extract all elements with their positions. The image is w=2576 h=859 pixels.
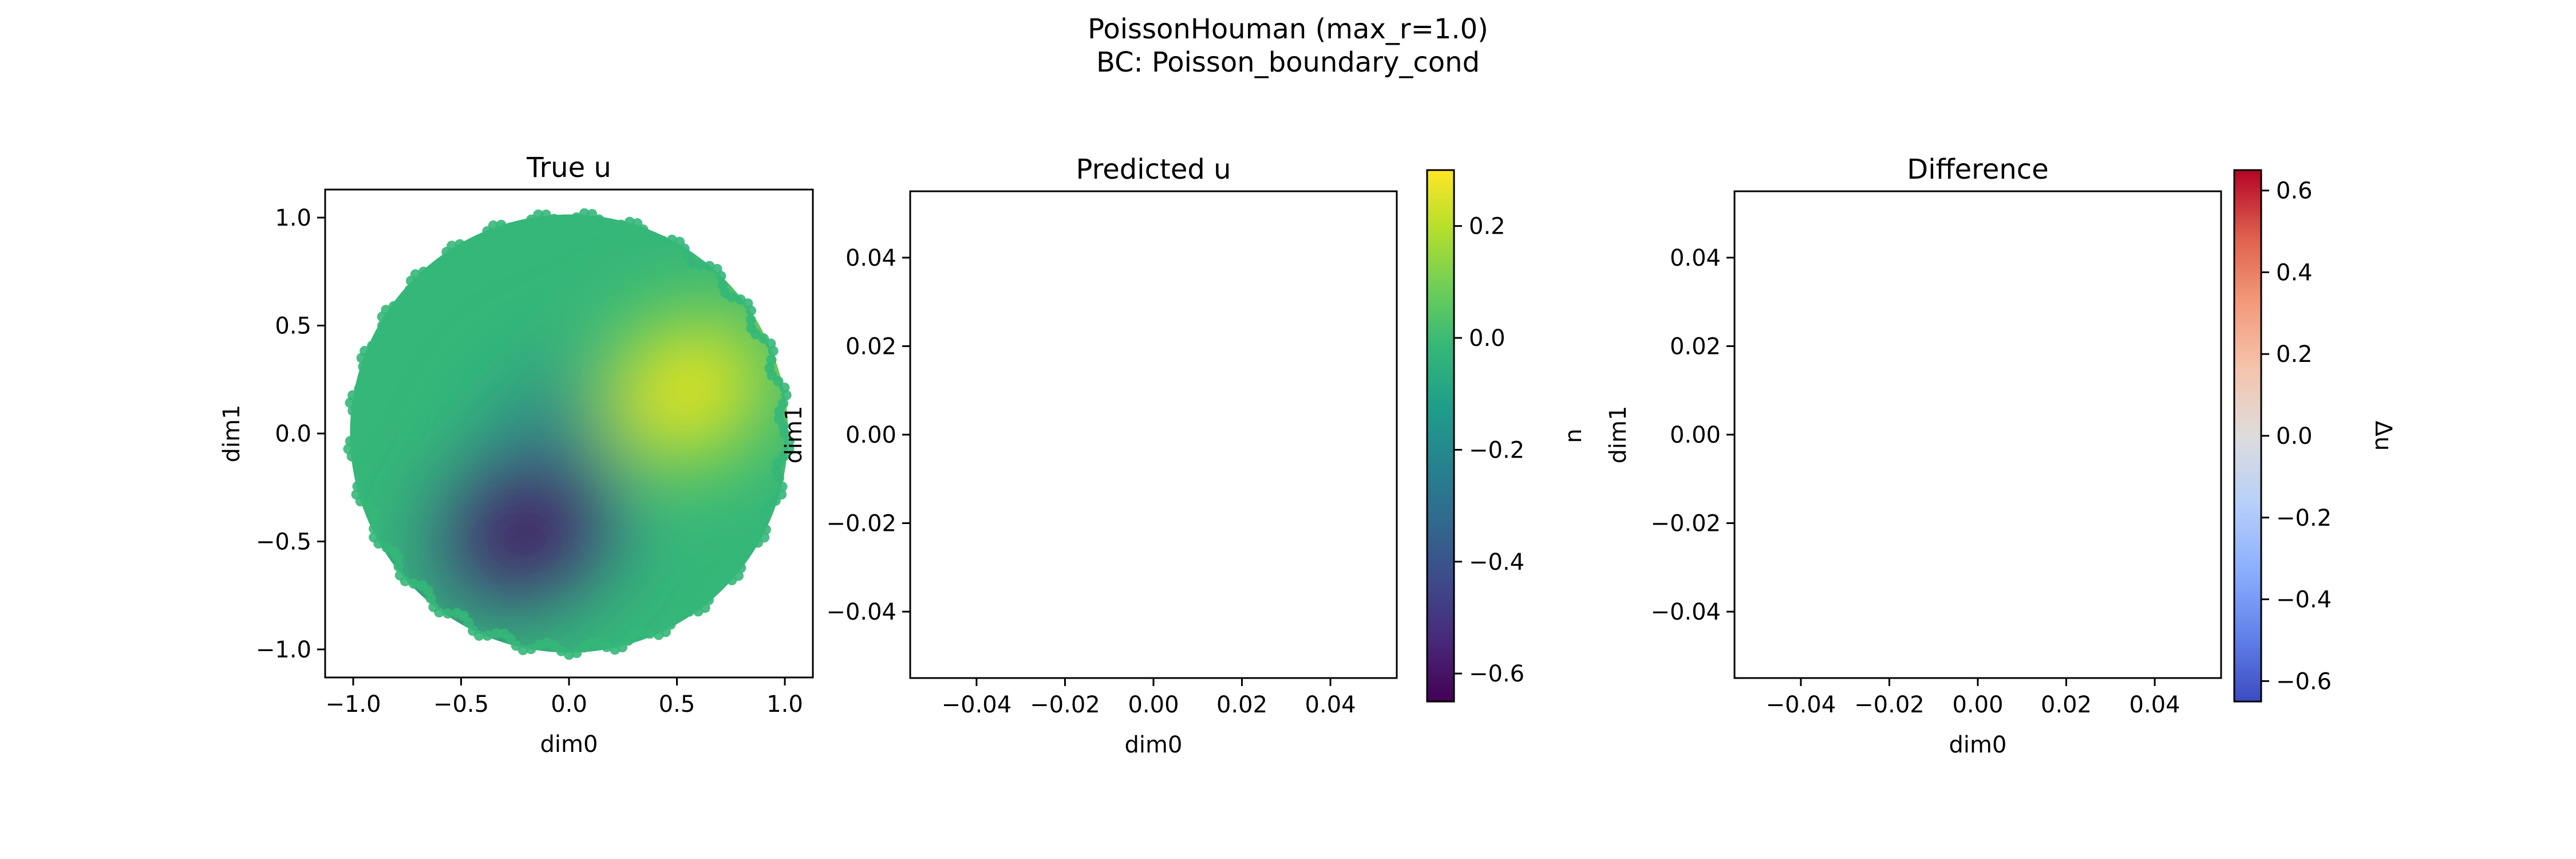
difference-panel: Difference −0.04 −0.02 0.00 0.02 0.04 0.040.… xyxy=(1605,153,2396,758)
colorbar-tick-label: 0.2 xyxy=(1469,214,1506,240)
x-tick-label: 0.00 xyxy=(1952,692,2003,718)
y-tick-label: 0.02 xyxy=(1670,333,1721,360)
predicted-u-x-ticks: −0.04 −0.02 0.00 0.02 0.04 xyxy=(942,678,1356,718)
x-tick-label: −0.04 xyxy=(1766,692,1836,718)
field-min-region xyxy=(396,413,656,648)
predicted-u-y-ticks: 0.04 0.02 0.00 −0.02 −0.04 xyxy=(826,245,910,625)
difference-axes-frame xyxy=(1733,190,2222,679)
true-u-x-axis-label: dim0 xyxy=(540,731,598,758)
true-u-x-ticks: −1.0 −0.5 0.0 0.5 1.0 xyxy=(325,677,803,718)
y-tick-label: −0.04 xyxy=(1650,599,1721,625)
y-tick-label: −0.5 xyxy=(256,529,311,555)
colorbar-tick-label: −0.4 xyxy=(1469,549,1524,576)
predicted-u-panel: Predicted u −0.04 −0.02 0.00 0.02 0.04 0.040… xyxy=(781,153,1589,758)
difference-x-ticks: −0.04 −0.02 0.00 0.02 0.04 xyxy=(1766,678,2180,718)
predicted-u-x-axis-label: dim0 xyxy=(1125,732,1183,758)
x-tick-label: −1.0 xyxy=(325,691,381,718)
x-tick-label: 0.02 xyxy=(1216,692,1267,718)
y-tick-label: 0.04 xyxy=(1670,245,1721,271)
difference-title: Difference xyxy=(1907,153,2048,186)
true-u-title: True u xyxy=(526,152,611,184)
x-tick-label: 0.02 xyxy=(2041,692,2092,718)
true-u-y-axis-label: dim1 xyxy=(219,405,245,463)
colorbar-tick-label: 0.6 xyxy=(2276,178,2313,204)
u-colorbar-ticks: 0.2 0.0 −0.2 −0.4 −0.6 xyxy=(1454,214,1524,687)
colorbar-tick-label: −0.2 xyxy=(2276,505,2332,531)
y-tick-label: 0.02 xyxy=(846,333,896,360)
u-colorbar-label: u xyxy=(1563,428,1589,443)
colorbar-tick-label: 0.4 xyxy=(2276,259,2313,286)
y-tick-label: −1.0 xyxy=(256,637,311,663)
colorbar-tick-label: 0.0 xyxy=(1469,325,1506,352)
y-tick-label: 0.00 xyxy=(846,422,896,448)
predicted-u-axes-frame xyxy=(909,190,1398,679)
x-tick-label: −0.02 xyxy=(1854,692,1925,718)
x-tick-label: 0.00 xyxy=(1128,692,1179,718)
delta-u-colorbar-label: Δu xyxy=(2370,421,2396,451)
y-tick-label: 0.0 xyxy=(275,421,311,447)
x-tick-label: −0.04 xyxy=(942,692,1012,718)
u-colorbar xyxy=(1426,169,1455,703)
colorbar-tick-label: −0.4 xyxy=(2276,587,2332,613)
figure-title-line2: BC: Poisson_boundary_cond xyxy=(1096,46,1480,78)
x-tick-label: 1.0 xyxy=(767,691,803,718)
predicted-u-y-axis-label: dim1 xyxy=(781,406,807,464)
y-tick-label: −0.02 xyxy=(1650,511,1721,537)
x-tick-label: −0.02 xyxy=(1030,692,1100,718)
x-tick-label: 0.0 xyxy=(551,691,587,718)
x-tick-label: 0.5 xyxy=(659,691,696,718)
figure-title-line1: PoissonHouman (max_r=1.0) xyxy=(1088,13,1488,45)
y-tick-label: −0.02 xyxy=(826,511,896,537)
colorbar-tick-label: −0.2 xyxy=(1469,437,1524,463)
difference-y-axis-label: dim1 xyxy=(1605,406,1631,464)
delta-u-colorbar-ticks: 0.6 0.4 0.2 0.0 −0.2 −0.4 −0.6 xyxy=(2261,178,2332,695)
disk-scatter-rim xyxy=(343,208,795,660)
colorbar-tick-label: 0.2 xyxy=(2276,341,2313,368)
difference-y-ticks: 0.04 0.02 0.00 −0.02 −0.04 xyxy=(1650,245,1735,625)
y-tick-label: 0.00 xyxy=(1670,422,1721,448)
difference-x-axis-label: dim0 xyxy=(1949,732,2007,758)
true-u-scatter-field xyxy=(343,208,795,660)
y-tick-label: 0.5 xyxy=(275,313,311,340)
predicted-u-title: Predicted u xyxy=(1076,153,1231,186)
colorbar-tick-label: 0.0 xyxy=(2276,423,2313,450)
true-u-panel: True u −1.0 −0.5 0.0 0.5 1.0 1.00.50.0−0.5−1… xyxy=(219,152,814,758)
y-tick-label: −0.04 xyxy=(826,599,896,625)
delta-u-colorbar xyxy=(2233,169,2262,703)
true-u-y-ticks: 1.0 0.5 0.0 −0.5 −1.0 xyxy=(256,205,325,663)
colorbar-tick-label: −0.6 xyxy=(2276,668,2332,695)
x-tick-label: 0.04 xyxy=(2129,692,2180,718)
y-tick-label: 1.0 xyxy=(275,205,311,231)
colorbar-tick-label: −0.6 xyxy=(1469,661,1524,687)
y-tick-label: 0.04 xyxy=(846,245,896,271)
x-tick-label: −0.5 xyxy=(433,691,489,718)
x-tick-label: 0.04 xyxy=(1305,692,1356,718)
